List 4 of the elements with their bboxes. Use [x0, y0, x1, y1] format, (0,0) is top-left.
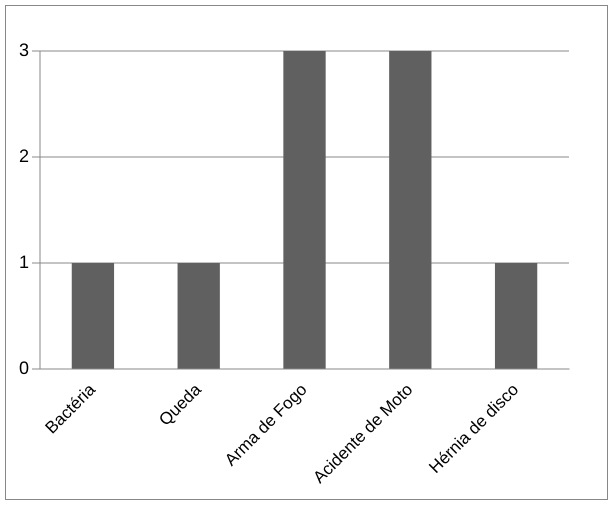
y-tick-label: 1	[18, 252, 30, 272]
y-tick-label: 0	[18, 358, 30, 378]
y-tick-label: 2	[18, 146, 30, 166]
y-tick-label: 3	[18, 40, 30, 60]
